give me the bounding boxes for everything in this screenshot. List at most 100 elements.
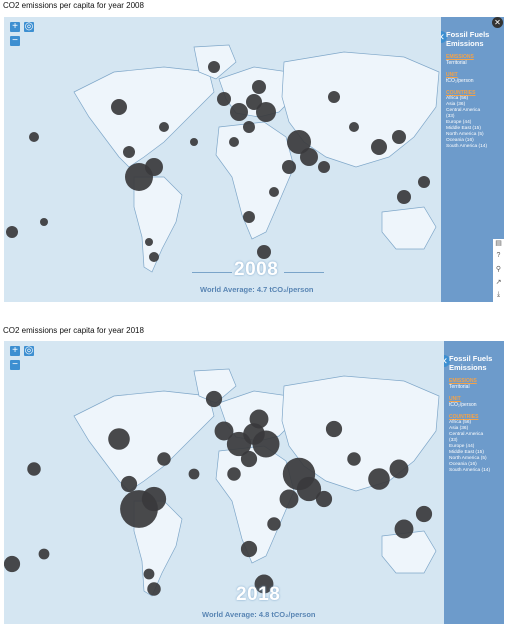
country-emission-bubble (190, 138, 198, 146)
country-emission-bubble (6, 226, 18, 238)
legend-country-item[interactable]: (33) (446, 114, 455, 119)
legend-country-item[interactable]: Oceania (16) (449, 462, 477, 467)
zoom-out-button[interactable]: − (10, 36, 20, 46)
world-map-2008[interactable] (4, 17, 504, 302)
country-emission-bubble (157, 452, 171, 466)
country-emission-bubble (328, 91, 340, 103)
legend-title-line1: Fossil Fuels (449, 354, 493, 363)
country-emission-bubble (159, 122, 169, 132)
landmass (215, 121, 295, 240)
legend-title-line2: Emissions (446, 39, 484, 48)
legend-country-item[interactable]: Asia (36) (449, 426, 469, 431)
download-icon[interactable]: ⤓ (496, 291, 501, 298)
country-emission-bubble (243, 121, 255, 133)
map-panel-2008[interactable]: + ◎ − 2008 World Average: 4.7 tCO₂/perso… (4, 17, 504, 302)
country-emission-bubble (188, 468, 200, 480)
country-emission-bubble (214, 421, 234, 441)
zoom-in-button[interactable]: + (10, 22, 20, 32)
country-emission-bubble (347, 452, 361, 466)
landmass (193, 368, 237, 404)
country-emission-bubble (4, 555, 21, 573)
country-emission-bubble (227, 467, 241, 481)
country-emission-bubble (296, 476, 322, 502)
legend-title-line1: Fossil Fuels (446, 30, 490, 39)
legend-country-item[interactable]: Middle East (15) (446, 126, 481, 131)
legend-country-item[interactable]: Middle East (15) (449, 450, 484, 455)
country-emission-bubble (282, 160, 296, 174)
landmass (73, 390, 215, 492)
zoom-in-button[interactable]: + (10, 346, 20, 356)
country-emission-bubble (389, 459, 409, 479)
landmass (381, 206, 437, 250)
legend-country-item[interactable]: Europe (44) (446, 120, 472, 125)
country-emission-bubble (325, 420, 343, 438)
year-rule-right (284, 272, 324, 273)
legend-emissions-value: Territorial (446, 60, 467, 66)
country-emission-bubble (240, 540, 258, 558)
globe-icon[interactable]: ◎ (24, 21, 34, 32)
legend-country-item[interactable]: Asia (36) (446, 102, 466, 107)
legend-country-item[interactable]: South America (14) (446, 144, 488, 149)
world-map-2018[interactable] (4, 341, 504, 624)
country-emission-bubble (249, 409, 269, 429)
legend-country-item[interactable]: Europe (44) (449, 444, 475, 449)
pin-icon[interactable]: ⚲ (495, 266, 502, 273)
country-emission-bubble (243, 211, 255, 223)
table-icon[interactable]: ▤ (495, 240, 502, 247)
map-toolbar: ▤ ? ⚲ ↗ ⤓ (493, 239, 504, 304)
country-emission-bubble (318, 161, 330, 173)
country-emission-bubble (29, 132, 39, 142)
legend-title-line2: Emissions (449, 363, 487, 372)
legend-close-button[interactable]: ✕ (444, 355, 450, 367)
legend-country-item[interactable]: North America (5) (446, 132, 484, 137)
country-emission-bubble (392, 130, 406, 144)
legend-country-item[interactable]: (33) (449, 438, 458, 443)
country-emission-bubble (415, 505, 433, 523)
country-emission-bubble (254, 574, 274, 594)
legend-close-button[interactable]: ✕ (441, 31, 447, 43)
globe-icon[interactable]: ◎ (24, 345, 34, 356)
help-icon[interactable]: ? (496, 252, 501, 259)
caption-2008: CO2 emissions per capita for year 2008 (3, 1, 144, 10)
legend-country-item[interactable]: Oceania (16) (446, 138, 474, 143)
zoom-out-button[interactable]: − (10, 360, 20, 370)
legend-country-item[interactable]: South America (14) (449, 468, 491, 473)
world-average-label: World Average: 4.8 tCO₂/person (202, 610, 316, 619)
country-emission-bubble (111, 99, 127, 115)
legend-countries-label: COUNTRIES (446, 90, 476, 96)
country-emission-bubble (279, 489, 299, 509)
legend-country-item[interactable]: North America (5) (449, 456, 487, 461)
country-emission-bubble (349, 122, 359, 132)
legend-emissions-label: EMISSIONS (449, 378, 477, 384)
country-emission-bubble (240, 450, 258, 468)
country-emission-bubble (229, 137, 239, 147)
legend-country-item[interactable]: Africa (56) (449, 420, 472, 425)
close-icon[interactable]: ✕ (492, 17, 503, 28)
legend-country-item[interactable]: Africa (56) (446, 96, 469, 101)
country-emission-bubble (300, 148, 318, 166)
legend-countries-label: COUNTRIES (449, 414, 479, 420)
country-emission-bubble (256, 102, 276, 122)
country-emission-bubble (145, 158, 163, 176)
legend-unit-value: tCO₂/person (446, 78, 474, 84)
country-emission-bubble (205, 390, 223, 408)
legend-country-list: Africa (56) Asia (36) Central America (3… (449, 420, 503, 474)
legend-unit-label: UNIT (446, 72, 458, 78)
country-emission-bubble (217, 92, 231, 106)
country-emission-bubble (418, 176, 430, 188)
legend-country-item[interactable]: Central America (449, 432, 484, 437)
country-emission-bubble (269, 187, 279, 197)
country-emission-bubble (108, 428, 130, 450)
country-emission-bubble (120, 475, 138, 493)
country-emission-bubble (143, 568, 155, 580)
country-emission-bubble (267, 517, 281, 531)
legend-country-item[interactable]: Central America (446, 108, 481, 113)
country-emission-bubble (141, 486, 167, 512)
country-emission-bubble (257, 245, 271, 259)
legend-country-list: Africa (56) Asia (36) Central America (3… (446, 96, 502, 150)
country-emission-bubble (147, 582, 161, 596)
map-panel-2018[interactable]: + ◎ − 2018 World Average: 4.8 tCO₂/perso… (4, 341, 504, 624)
year-label: 2008 (234, 259, 279, 280)
country-emission-bubble (208, 61, 220, 73)
share-icon[interactable]: ↗ (495, 279, 502, 286)
